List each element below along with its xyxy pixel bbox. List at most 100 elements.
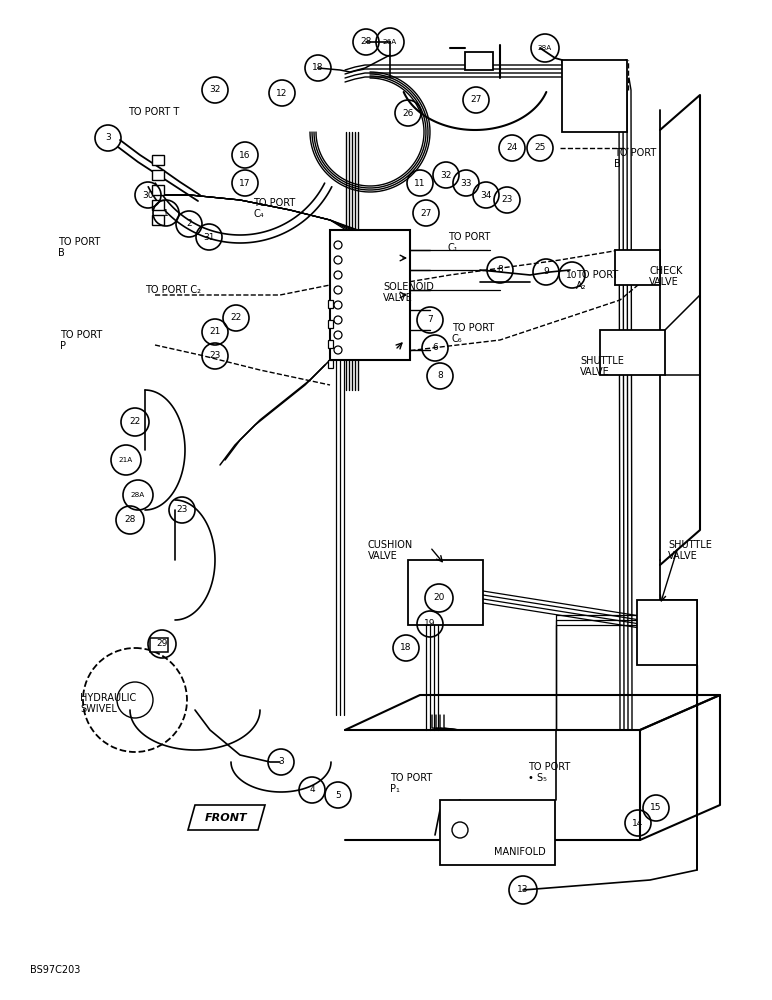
- Bar: [328, 300, 333, 308]
- Text: P: P: [60, 341, 66, 351]
- Text: 7: 7: [427, 316, 433, 324]
- Text: B: B: [614, 159, 621, 169]
- Text: 31: 31: [203, 232, 215, 241]
- Text: 27: 27: [420, 209, 432, 218]
- Text: 9: 9: [543, 267, 549, 276]
- Text: 32: 32: [209, 86, 221, 95]
- Text: 26A: 26A: [383, 39, 397, 45]
- Text: TO PORT: TO PORT: [528, 762, 571, 772]
- Text: 23: 23: [176, 506, 188, 514]
- Text: 28A: 28A: [131, 492, 145, 498]
- Text: VALVE: VALVE: [383, 293, 413, 303]
- Text: 23: 23: [209, 352, 221, 360]
- Text: TO PORT: TO PORT: [452, 323, 494, 333]
- Bar: [152, 185, 164, 195]
- Text: 26: 26: [402, 108, 414, 117]
- Text: 21A: 21A: [119, 457, 133, 463]
- Text: 23: 23: [501, 196, 513, 205]
- Text: 12: 12: [276, 89, 288, 98]
- Text: • S₅: • S₅: [528, 773, 547, 783]
- Bar: [600, 330, 665, 375]
- Text: 27: 27: [470, 96, 482, 104]
- Text: C₁: C₁: [448, 243, 459, 253]
- Bar: [615, 250, 660, 285]
- Text: 30: 30: [142, 190, 154, 200]
- Text: A₂: A₂: [576, 281, 587, 291]
- Text: BS97C203: BS97C203: [30, 965, 80, 975]
- Bar: [328, 360, 333, 368]
- Bar: [152, 170, 164, 180]
- Text: TO PORT: TO PORT: [448, 232, 490, 242]
- Text: C₄: C₄: [253, 209, 263, 219]
- Text: 1: 1: [163, 209, 169, 218]
- Bar: [152, 155, 164, 165]
- Text: HYDRAULIC: HYDRAULIC: [80, 693, 136, 703]
- Text: SHUTTLE: SHUTTLE: [580, 356, 624, 366]
- Text: 25: 25: [534, 143, 546, 152]
- Bar: [150, 638, 168, 652]
- Text: 24: 24: [506, 143, 517, 152]
- Text: TO PORT T: TO PORT T: [128, 107, 179, 117]
- Text: 5: 5: [335, 790, 341, 800]
- Bar: [440, 800, 555, 865]
- Text: 22: 22: [230, 314, 242, 322]
- Bar: [465, 52, 493, 70]
- Text: SOLENOID: SOLENOID: [383, 282, 434, 292]
- Text: 8: 8: [437, 371, 443, 380]
- Text: 8: 8: [497, 265, 503, 274]
- Text: 4: 4: [310, 786, 315, 794]
- Bar: [328, 340, 333, 348]
- Text: 19: 19: [425, 619, 435, 629]
- Bar: [152, 215, 164, 225]
- Text: 34: 34: [480, 190, 492, 200]
- Text: 3: 3: [278, 758, 284, 766]
- Text: TO PORT: TO PORT: [614, 148, 656, 158]
- Text: CUSHION: CUSHION: [368, 540, 413, 550]
- Text: VALVE: VALVE: [368, 551, 398, 561]
- Bar: [637, 600, 697, 665]
- Bar: [328, 320, 333, 328]
- Bar: [408, 560, 483, 625]
- Text: 13: 13: [517, 886, 529, 894]
- Bar: [330, 230, 410, 360]
- Text: 6: 6: [432, 344, 438, 353]
- Text: 32: 32: [440, 170, 452, 180]
- Text: TO PORT C₂: TO PORT C₂: [145, 285, 201, 295]
- Text: 17: 17: [239, 178, 251, 188]
- Text: 16: 16: [239, 150, 251, 159]
- Text: 33: 33: [460, 178, 472, 188]
- Text: 29: 29: [156, 640, 168, 648]
- Text: P₁: P₁: [390, 784, 400, 794]
- Text: 28: 28: [361, 37, 371, 46]
- Text: VALVE: VALVE: [649, 277, 679, 287]
- Text: TO PORT: TO PORT: [253, 198, 295, 208]
- Text: TO PORT: TO PORT: [60, 330, 102, 340]
- Text: TO PORT: TO PORT: [58, 237, 100, 247]
- Text: TO PORT: TO PORT: [390, 773, 432, 783]
- Text: C₆: C₆: [452, 334, 462, 344]
- Bar: [152, 200, 164, 210]
- Text: 18: 18: [400, 644, 411, 652]
- Text: SHUTTLE: SHUTTLE: [668, 540, 712, 550]
- Text: CHECK: CHECK: [649, 266, 682, 276]
- Text: 21: 21: [209, 328, 221, 336]
- Text: 2: 2: [186, 220, 191, 229]
- Text: TO PORT: TO PORT: [576, 270, 618, 280]
- Text: 28: 28: [124, 516, 136, 524]
- Text: FRONT: FRONT: [205, 813, 247, 823]
- Text: 3: 3: [105, 133, 111, 142]
- Polygon shape: [188, 805, 265, 830]
- Text: MANIFOLD: MANIFOLD: [494, 847, 546, 857]
- Text: 11: 11: [415, 178, 425, 188]
- Bar: [562, 60, 627, 132]
- Text: 10: 10: [566, 270, 577, 279]
- Text: VALVE: VALVE: [668, 551, 698, 561]
- Text: SWIVEL: SWIVEL: [80, 704, 117, 714]
- Text: B: B: [58, 248, 65, 258]
- Text: 28A: 28A: [538, 45, 552, 51]
- Text: VALVE: VALVE: [580, 367, 610, 377]
- Text: 14: 14: [632, 818, 644, 828]
- Text: 20: 20: [433, 593, 445, 602]
- Text: 15: 15: [650, 804, 662, 812]
- Text: 22: 22: [130, 418, 141, 426]
